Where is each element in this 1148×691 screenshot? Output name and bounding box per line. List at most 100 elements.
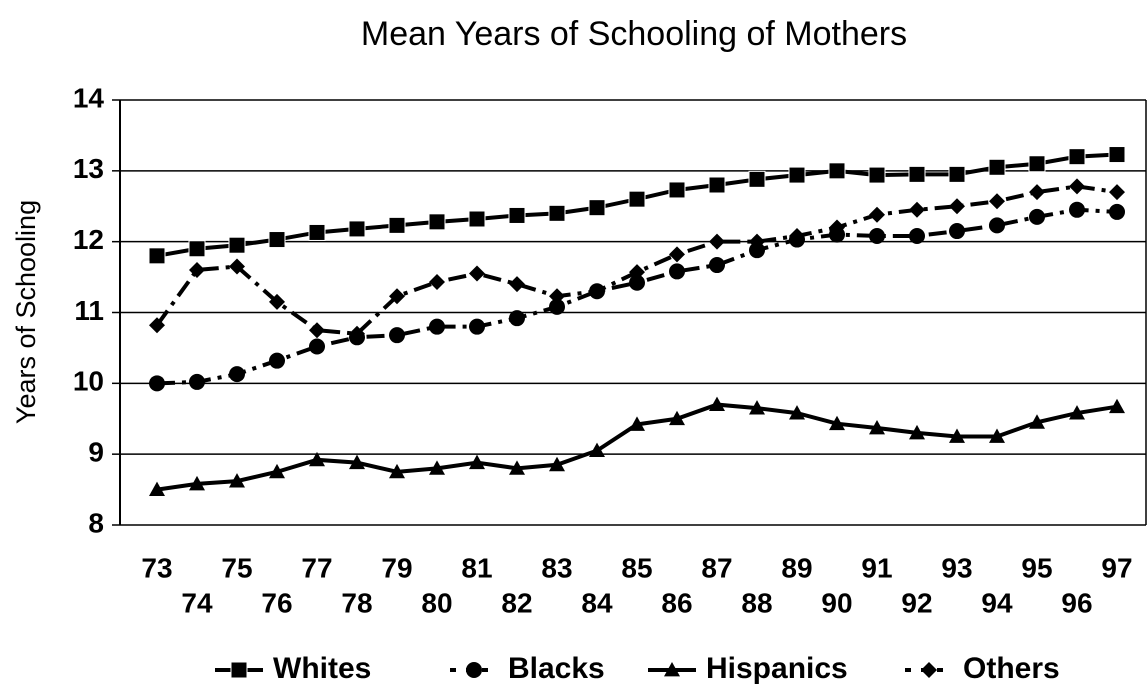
x-tick-label: 89 [781, 552, 812, 583]
legend-label: Hispanics [706, 652, 848, 685]
point [389, 463, 405, 479]
point [1109, 203, 1125, 220]
point [1108, 146, 1126, 164]
point [308, 223, 326, 241]
x-tick-label: 87 [701, 552, 732, 583]
point [189, 262, 205, 278]
point [189, 373, 205, 390]
series-line [155, 184, 1118, 336]
point [948, 165, 966, 183]
point [1029, 414, 1045, 429]
point [749, 233, 765, 250]
x-tick-label: 91 [861, 552, 892, 583]
point [949, 223, 965, 240]
point [468, 210, 486, 228]
point [869, 228, 885, 244]
point [549, 288, 565, 305]
point [389, 327, 405, 344]
y-tick-label: 13 [73, 153, 104, 184]
point [1069, 178, 1085, 195]
point [1029, 184, 1045, 201]
point [989, 428, 1005, 443]
point [508, 206, 526, 224]
point [669, 410, 685, 426]
x-tick-label: 97 [1101, 552, 1132, 583]
point [909, 228, 925, 244]
legend-marker [921, 662, 937, 678]
point [349, 454, 365, 470]
legend-label: Blacks [508, 652, 605, 685]
point [589, 442, 605, 458]
point [748, 170, 766, 188]
x-tick-label: 93 [941, 552, 972, 583]
legend-marker [230, 661, 248, 679]
point [429, 318, 445, 335]
point [669, 263, 685, 280]
point [268, 231, 286, 249]
point [989, 193, 1005, 210]
x-tick-label: 88 [741, 587, 772, 618]
point [269, 463, 285, 479]
point [588, 199, 606, 217]
point [309, 338, 325, 355]
point [628, 190, 646, 208]
point [749, 400, 765, 415]
point [189, 475, 205, 491]
point [949, 198, 965, 215]
point [228, 236, 246, 254]
point [749, 242, 765, 259]
point [548, 204, 566, 222]
point [309, 322, 325, 339]
point [509, 276, 525, 293]
point [349, 325, 365, 342]
point [188, 240, 206, 258]
point [149, 375, 165, 392]
x-tick-label: 95 [1021, 552, 1052, 583]
point [469, 454, 485, 470]
point [509, 310, 525, 327]
point [709, 257, 725, 274]
point [509, 460, 525, 475]
x-tick-label: 78 [341, 587, 372, 618]
point [309, 451, 325, 467]
x-tick-label: 81 [461, 552, 492, 583]
x-tick-label: 75 [221, 552, 252, 583]
point [148, 247, 166, 265]
x-tick-label: 73 [141, 552, 172, 583]
point [788, 166, 806, 184]
x-tick-label: 76 [261, 587, 292, 618]
point [629, 416, 645, 431]
legend-marker [664, 662, 680, 677]
legend-marker [466, 662, 482, 678]
point [629, 264, 645, 281]
x-tick-label: 90 [821, 587, 852, 618]
y-axis-label: Years of Schooling [11, 200, 41, 424]
point [269, 352, 285, 369]
point [1069, 405, 1085, 420]
point [1109, 398, 1125, 414]
point [949, 428, 965, 443]
point [708, 176, 726, 194]
point [988, 158, 1006, 176]
point [229, 366, 245, 383]
point [829, 219, 845, 236]
point [469, 265, 485, 282]
point [989, 217, 1005, 234]
point [868, 166, 886, 184]
y-tick-label: 14 [73, 82, 105, 113]
y-tick-label: 8 [88, 507, 104, 538]
x-tick-label: 86 [661, 587, 692, 618]
point [1028, 155, 1046, 173]
point [668, 181, 686, 199]
x-tick-label: 82 [501, 587, 532, 618]
point [1069, 201, 1085, 218]
x-tick-label: 84 [581, 587, 613, 618]
x-tick-label: 80 [421, 587, 452, 618]
point [789, 405, 805, 420]
point [229, 258, 245, 275]
point [229, 473, 245, 488]
point [869, 206, 885, 223]
y-tick-label: 10 [73, 366, 104, 397]
point [829, 415, 845, 431]
y-tick-label: 12 [73, 224, 104, 255]
